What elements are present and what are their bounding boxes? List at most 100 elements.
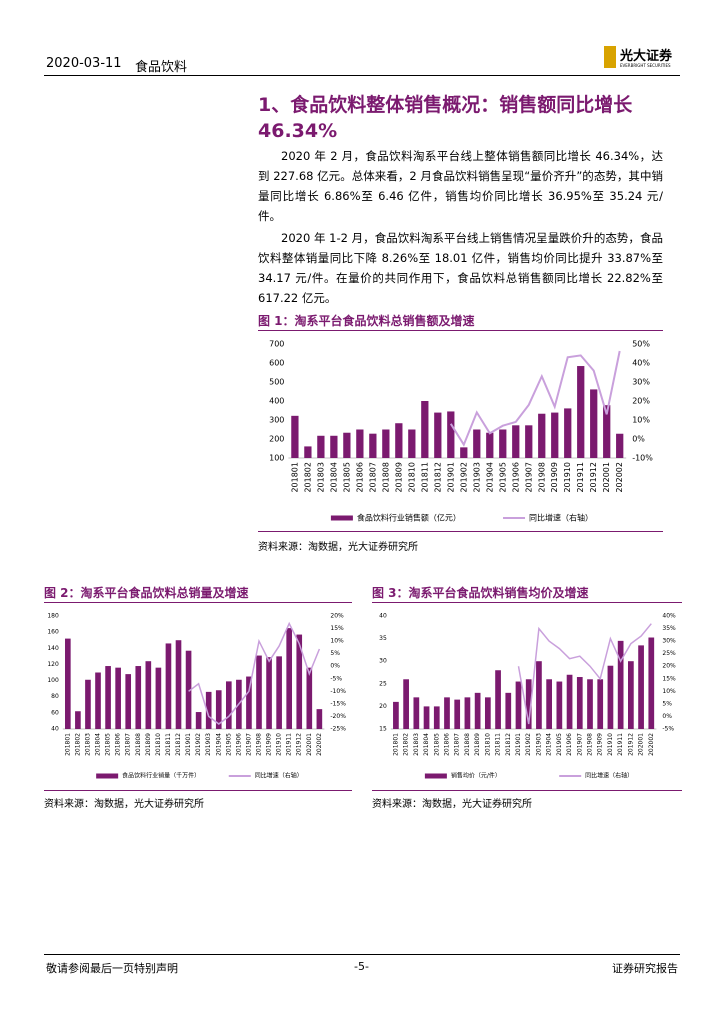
y-tick-label: 80 <box>51 693 59 700</box>
x-tick-label: 201910 <box>607 733 614 756</box>
y-tick-label: 500 <box>269 378 284 387</box>
bar <box>495 670 501 729</box>
logo-en: EVERBRIGHT SECURITIES <box>620 63 671 68</box>
chart-title: 图 1：淘系平台食品饮料总销售额及增速 <box>258 314 475 328</box>
bar <box>590 389 598 458</box>
y-tick-label: 30 <box>379 658 387 665</box>
y2-tick-label: 30% <box>632 378 650 387</box>
x-tick-label: 201805 <box>342 462 351 493</box>
bar <box>413 697 420 729</box>
bar <box>551 412 559 458</box>
y-tick-label: 180 <box>47 613 59 620</box>
x-tick-label: 201802 <box>303 462 312 493</box>
source-rule <box>372 790 682 791</box>
y2-tick-label: 40% <box>662 613 676 620</box>
x-tick-label: 201812 <box>175 733 182 756</box>
x-tick-label: 201807 <box>368 462 377 493</box>
legend-swatch <box>330 515 353 521</box>
bar <box>576 677 583 729</box>
x-tick-label: 201809 <box>145 733 152 756</box>
bar <box>393 701 399 729</box>
bar <box>486 432 494 458</box>
bar <box>291 415 299 458</box>
y2-tick-label: 30% <box>662 638 676 645</box>
x-tick-label: 201902 <box>195 733 202 756</box>
bar <box>536 661 542 729</box>
x-tick-label: 201802 <box>403 733 410 756</box>
bar <box>175 640 182 729</box>
y2-tick-label: 20% <box>662 663 676 670</box>
bar <box>525 425 533 458</box>
bar <box>433 706 440 729</box>
x-tick-label: 201904 <box>485 462 494 493</box>
x-tick-label: 201805 <box>433 733 440 756</box>
y-tick-label: 40 <box>51 726 59 733</box>
y2-tick-label: 5% <box>330 650 340 657</box>
paragraph: 2020 年 1-2 月，食品饮料淘系平台线上销售情况呈量跌价升的态势，食品饮料… <box>258 231 663 305</box>
x-tick-label: 201809 <box>474 733 481 756</box>
y-tick-label: 40 <box>379 613 387 620</box>
x-tick-label: 201803 <box>413 733 420 756</box>
bar <box>421 401 429 458</box>
y2-tick-label: 10% <box>662 688 676 695</box>
x-tick-label: 201804 <box>423 733 430 756</box>
bar <box>546 679 552 729</box>
source: 资料来源：淘数据，光大证券研究所 <box>258 542 418 553</box>
x-tick-label: 201901 <box>185 733 192 756</box>
bar <box>317 435 325 458</box>
x-tick-label: 201806 <box>443 733 450 756</box>
y2-tick-label: 10% <box>330 638 344 645</box>
x-tick-label: 201811 <box>420 462 429 493</box>
y-tick-label: 400 <box>269 397 284 406</box>
paragraph: 2020 年 2 月，食品饮料淘系平台线上整体销售额同比增长 46.34%，达到… <box>258 149 663 223</box>
bar <box>316 709 323 729</box>
bar <box>185 650 192 729</box>
chart: 40 60 80 100 120 140 160 180 -25% -20% -15% -10% -5%… <box>47 613 346 780</box>
x-tick-label: 201902 <box>459 462 468 493</box>
y-tick-label: 60 <box>51 709 59 716</box>
x-tick-label: 202001 <box>638 733 645 756</box>
y2-tick-label: 0% <box>330 663 340 670</box>
line <box>188 621 321 725</box>
x-tick-label: 202001 <box>306 733 313 756</box>
y-tick-label: 100 <box>269 454 284 463</box>
y-tick-label: 25 <box>379 680 387 687</box>
x-tick-label: 201911 <box>576 462 585 493</box>
bar <box>266 657 272 729</box>
y-tick-label: 140 <box>47 645 59 652</box>
x-tick-label: 201903 <box>472 462 481 493</box>
x-tick-label: 201802 <box>74 733 81 756</box>
x-tick-label: 201911 <box>286 733 293 756</box>
legend-label: 食品饮料行业销量（千万件） <box>122 772 200 780</box>
x-tick-label: 202002 <box>648 733 655 756</box>
bar <box>125 674 132 729</box>
bar <box>382 429 390 458</box>
source: 资料来源：淘数据，光大证券研究所 <box>372 799 532 810</box>
x-tick-label: 201908 <box>537 462 546 493</box>
bar <box>276 656 282 729</box>
x-tick-label: 201910 <box>563 462 572 493</box>
footer-rule <box>44 954 680 955</box>
x-tick-label: 201809 <box>394 462 403 493</box>
bar <box>454 699 461 729</box>
x-tick-label: 201912 <box>296 733 303 756</box>
y2-tick-label: 25% <box>662 650 676 657</box>
bar <box>473 429 481 458</box>
bar <box>105 666 111 729</box>
y2-tick-label: 15% <box>330 625 344 632</box>
x-tick-label: 201905 <box>556 733 563 756</box>
bar <box>648 637 655 729</box>
x-tick-label: 201811 <box>165 733 172 756</box>
source-rule <box>258 531 663 532</box>
bar <box>603 405 611 458</box>
footer-left: 敬请参阅最后一页特别声明 <box>46 962 178 975</box>
bar <box>195 712 202 729</box>
x-tick-label: 201808 <box>464 733 471 756</box>
footer-right: 证券研究报告 <box>612 962 678 975</box>
source: 资料来源：淘数据，光大证券研究所 <box>44 799 204 810</box>
logo-text: 光大证券 <box>620 49 673 64</box>
y2-tick-label: 0% <box>662 713 672 720</box>
x-tick-label: 201807 <box>454 733 461 756</box>
y-tick-label: 35 <box>379 635 387 642</box>
x-tick-label: 201903 <box>535 733 542 756</box>
